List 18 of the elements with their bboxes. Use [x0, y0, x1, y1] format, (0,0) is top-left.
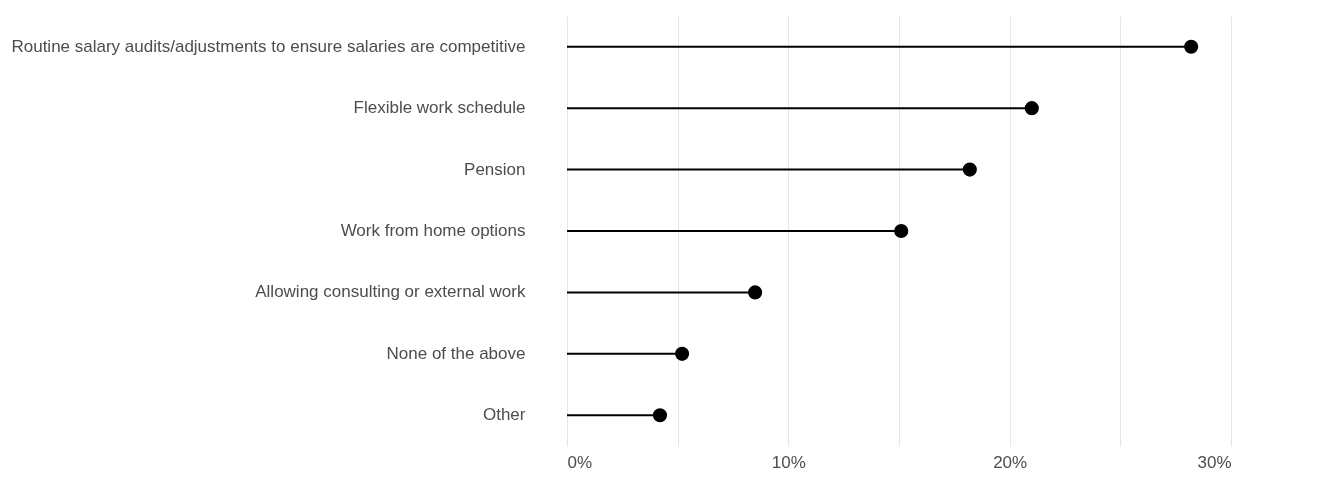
point [894, 223, 909, 239]
point [1024, 101, 1039, 116]
y-tick-label: None of the above [386, 343, 526, 363]
y-tick-label: Flexible work schedule [353, 98, 526, 118]
point [962, 162, 977, 177]
x-tick-label: 30% [1197, 452, 1232, 472]
point [1184, 39, 1199, 54]
x-tick-label: 0% [567, 452, 593, 472]
x-tick-label: 20% [993, 452, 1028, 472]
point [675, 346, 690, 361]
y-tick-label: Work from home options [340, 221, 526, 240]
y-tick-label: Other [482, 405, 526, 425]
y-tick-label: Routine salary audits/adjustments to ensure salaries are competitive [11, 36, 526, 56]
y-tick-label: Allowing consulting or external work [255, 282, 526, 302]
point [652, 408, 668, 423]
x-tick-label: 10% [771, 452, 806, 472]
point [748, 285, 763, 300]
y-tick-label: Pension [464, 159, 526, 179]
